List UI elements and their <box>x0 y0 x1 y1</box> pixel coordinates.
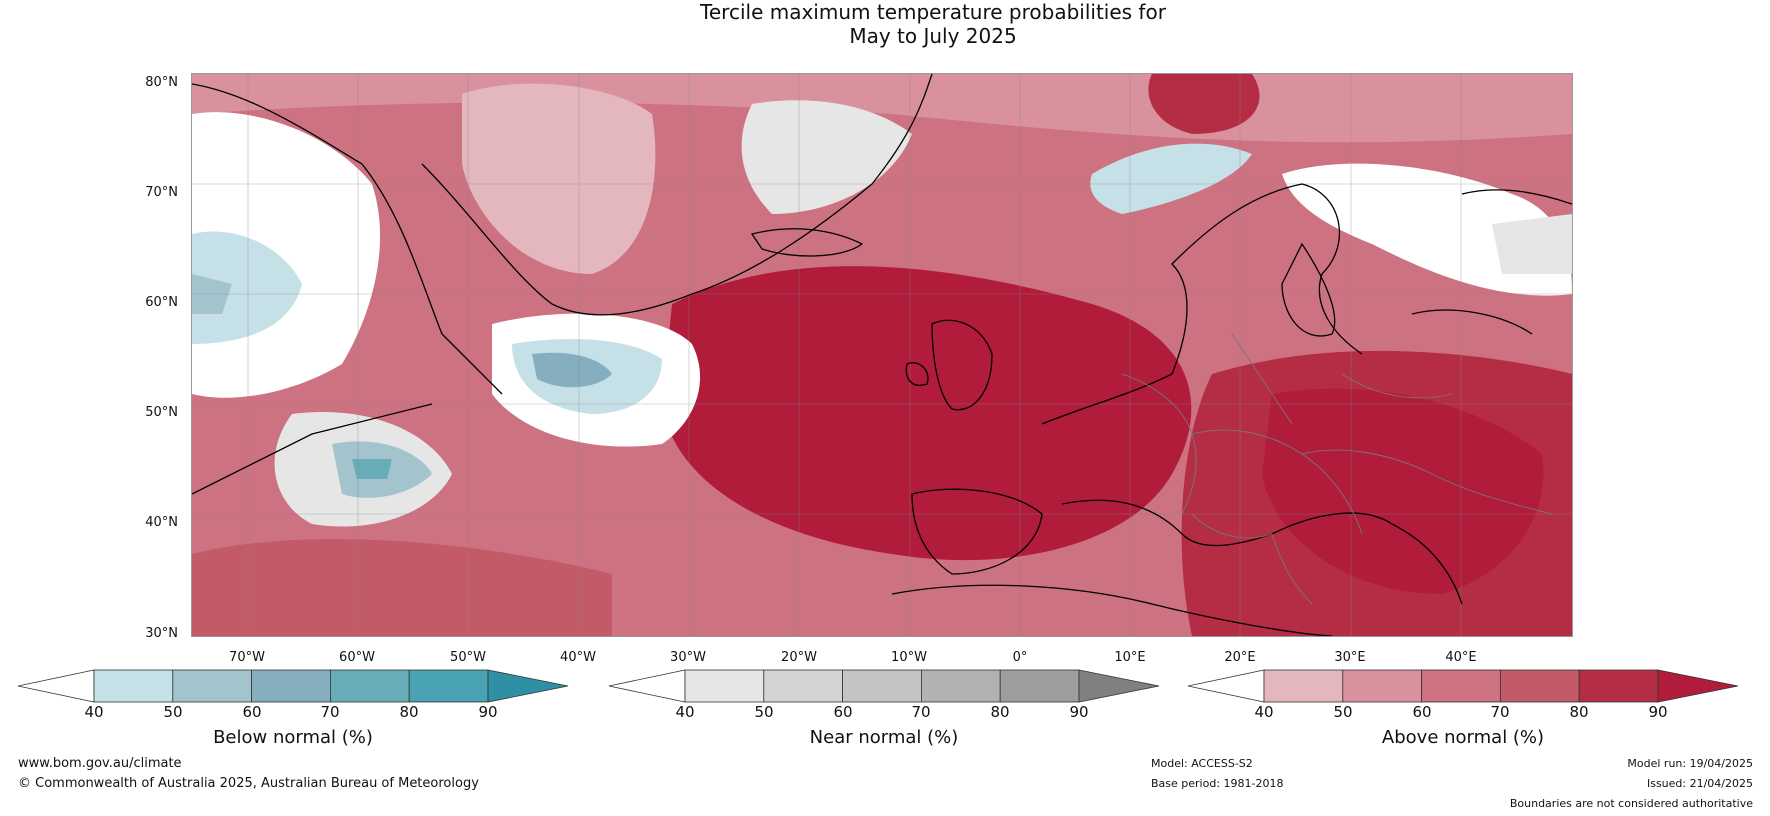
tick-label: 60 <box>1412 703 1432 721</box>
svalbard-warm <box>1148 74 1260 134</box>
colorbar-max-extend <box>1078 669 1160 703</box>
lon-label-20w: 20°W <box>781 650 817 665</box>
country-borders <box>1121 333 1553 605</box>
atlantic-warm-core <box>662 266 1192 561</box>
lat-label-60n: 60°N <box>145 295 178 310</box>
colorbar-swatch <box>172 669 253 703</box>
colorbar-swatch <box>329 669 410 703</box>
tick-label: 80 <box>399 703 419 721</box>
tick-label: 80 <box>990 703 1010 721</box>
colorbar-near-ticks: 40 50 60 70 80 90 <box>608 703 1160 721</box>
tick-label: 60 <box>833 703 853 721</box>
colorbar-swatch <box>1263 669 1344 703</box>
colorbar-swatch <box>920 669 1001 703</box>
southwest-warm-region <box>192 539 612 636</box>
lon-label-70w: 70°W <box>229 650 265 665</box>
colorbar-below-normal <box>17 669 569 703</box>
lon-label-50w: 50°W <box>450 650 486 665</box>
probability-map <box>191 73 1573 637</box>
colorbar-swatch <box>1499 669 1580 703</box>
norway-cold-strip <box>1090 143 1252 214</box>
colorbar-swatch <box>842 669 922 703</box>
tick-label: 80 <box>1569 703 1589 721</box>
disclaimer-text: Boundaries are not considered authoritat… <box>1509 797 1753 810</box>
tick-label: 50 <box>1333 703 1353 721</box>
colorbar-above-swatches <box>1187 669 1739 703</box>
tick-label: 70 <box>911 703 931 721</box>
greenland-sea-near-normal <box>741 100 912 214</box>
lat-label-80n: 80°N <box>145 75 178 90</box>
copyright-text: © Commonwealth of Australia 2025, Austra… <box>18 776 479 791</box>
russia-near-normal <box>1282 163 1572 296</box>
colorbar-swatch <box>1342 669 1423 703</box>
lon-label-40e: 40°E <box>1445 650 1477 665</box>
newfoundland-cold-core <box>352 459 392 479</box>
lat-label-30n: 30°N <box>145 626 178 641</box>
title-line-1: Tercile maximum temperature probabilitie… <box>700 0 1166 24</box>
lat-label-70n: 70°N <box>145 185 178 200</box>
lat-label-50n: 50°N <box>145 405 178 420</box>
colorbar-below-swatches <box>17 669 569 703</box>
colorbar-above-label: Above normal (%) <box>1381 727 1545 748</box>
colorbar-below-label: Below normal (%) <box>213 727 373 748</box>
tick-label: 70 <box>320 703 340 721</box>
colorbar-min-extend <box>1187 669 1265 703</box>
lon-label-30e: 30°E <box>1334 650 1366 665</box>
colorbar-swatch <box>408 669 489 703</box>
colorbar-swatch <box>1578 669 1659 703</box>
colorbar-near-label: Near normal (%) <box>809 727 959 748</box>
colorbar-near-normal <box>608 669 1160 703</box>
balkans-warm-core <box>1262 388 1544 594</box>
tick-label: 40 <box>1254 703 1274 721</box>
lon-label-30w: 30°W <box>670 650 706 665</box>
tick-label: 50 <box>754 703 774 721</box>
lat-label-40n: 40°N <box>145 515 178 530</box>
title-line-2: May to July 2025 <box>849 24 1017 48</box>
colorbar-swatch <box>251 669 331 703</box>
colorbar-swatch <box>1421 669 1501 703</box>
lon-label-10e: 10°E <box>1114 650 1146 665</box>
colorbar-below-ticks: 40 50 60 70 80 90 <box>17 703 569 721</box>
colorbar-min-extend <box>608 669 686 703</box>
russia-east-near-normal <box>1492 214 1572 274</box>
tick-label: 90 <box>1069 703 1089 721</box>
lon-label-20e: 20°E <box>1224 650 1256 665</box>
colorbar-near-swatches <box>608 669 1160 703</box>
colorbar-swatch <box>763 669 844 703</box>
tick-label: 60 <box>242 703 262 721</box>
model-run-text: Model run: 19/04/2025 <box>1627 757 1753 770</box>
coastlines <box>192 74 1572 636</box>
mid-atlantic-cold-core <box>532 352 612 388</box>
base-period-text: Base period: 1981-2018 <box>1151 777 1284 790</box>
tick-label: 70 <box>1490 703 1510 721</box>
lon-label-60w: 60°W <box>339 650 375 665</box>
lon-label-0: 0° <box>1012 650 1028 665</box>
model-text: Model: ACCESS-S2 <box>1151 757 1253 770</box>
tick-label: 40 <box>84 703 104 721</box>
chart-title: Tercile maximum temperature probabilitie… <box>0 0 1770 48</box>
colorbar-swatch <box>93 669 174 703</box>
graticule <box>192 74 1572 636</box>
colorbar-min-extend <box>17 669 95 703</box>
map-svg <box>192 74 1572 636</box>
labrador-cold <box>192 231 302 344</box>
colorbar-max-extend <box>1657 669 1739 703</box>
tick-label: 50 <box>163 703 183 721</box>
tick-label: 40 <box>675 703 695 721</box>
website-link[interactable]: www.bom.gov.au/climate <box>18 756 182 771</box>
colorbar-swatch <box>684 669 765 703</box>
greenland-light <box>462 83 656 274</box>
colorbar-above-ticks: 40 50 60 70 80 90 <box>1187 703 1739 721</box>
tick-label: 90 <box>1648 703 1668 721</box>
lon-label-40w: 40°W <box>560 650 596 665</box>
colorbar-above-normal <box>1187 669 1739 703</box>
tick-label: 90 <box>478 703 498 721</box>
issued-text: Issued: 21/04/2025 <box>1646 777 1753 790</box>
colorbar-max-extend <box>487 669 569 703</box>
lon-label-10w: 10°W <box>891 650 927 665</box>
colorbar-swatch <box>999 669 1080 703</box>
